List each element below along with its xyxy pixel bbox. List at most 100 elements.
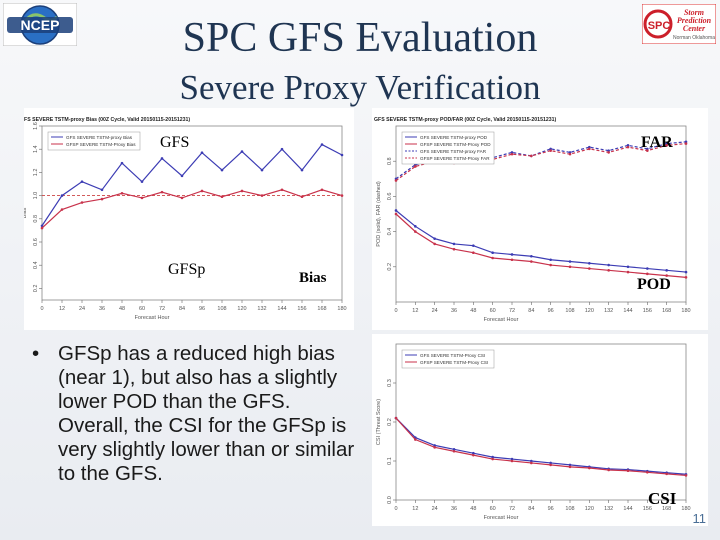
data-point bbox=[180, 174, 184, 178]
data-point bbox=[549, 149, 552, 152]
data-point bbox=[510, 459, 514, 463]
data-point bbox=[646, 267, 649, 270]
spc-logo-line-3: Center bbox=[683, 24, 706, 33]
y-tick-label: 0.1 bbox=[387, 457, 393, 465]
x-tick-label: 108 bbox=[565, 506, 574, 512]
bias-label: Bias bbox=[299, 270, 327, 286]
data-point bbox=[684, 474, 688, 477]
data-point bbox=[646, 471, 649, 474]
data-point bbox=[472, 451, 475, 455]
data-point bbox=[607, 263, 610, 267]
x-tick-label: 120 bbox=[585, 506, 594, 512]
x-tick-label: 168 bbox=[662, 506, 671, 512]
spc-logo-letters: SPC bbox=[648, 20, 671, 32]
summary-bullet-text: GFSp has a reduced high bias (near 1), b… bbox=[58, 342, 355, 485]
data-point bbox=[626, 270, 630, 274]
data-point bbox=[472, 453, 475, 457]
data-point bbox=[452, 449, 456, 453]
data-point bbox=[394, 416, 398, 420]
data-point bbox=[300, 195, 304, 199]
x-tick-label: 180 bbox=[681, 308, 690, 314]
data-point bbox=[665, 472, 668, 476]
data-point bbox=[60, 194, 64, 197]
data-point bbox=[510, 258, 514, 262]
data-point bbox=[414, 438, 417, 441]
legend-entry: GFSP SEVERE TSTM-Proxy CSI bbox=[420, 360, 488, 365]
x-tick-label: 72 bbox=[159, 306, 165, 312]
x-tick-label: 12 bbox=[412, 506, 418, 512]
data-point bbox=[549, 463, 552, 467]
series-line-2 bbox=[41, 189, 343, 229]
data-point bbox=[260, 194, 264, 197]
data-point bbox=[549, 258, 552, 262]
series-line-1 bbox=[395, 210, 687, 273]
plot-frame bbox=[41, 125, 343, 301]
data-point bbox=[394, 179, 398, 182]
data-point bbox=[220, 195, 224, 199]
chart-title: GFS SEVERE TSTM-proxy POD/FAR (00Z Cycle… bbox=[374, 117, 556, 123]
slide-subtitle: Severe Proxy Verification bbox=[179, 68, 541, 107]
x-tick-label: 36 bbox=[451, 308, 457, 314]
x-tick-label: 72 bbox=[509, 506, 515, 512]
ncep-logo-graphic: NCEP bbox=[2, 2, 78, 47]
data-point bbox=[530, 254, 533, 258]
data-point bbox=[300, 168, 304, 172]
data-point bbox=[626, 469, 630, 473]
data-point bbox=[40, 224, 44, 228]
data-point bbox=[530, 154, 533, 158]
data-point bbox=[588, 261, 591, 265]
x-tick-label: 156 bbox=[643, 506, 652, 512]
data-point bbox=[80, 201, 84, 204]
x-tick-label: 156 bbox=[297, 306, 306, 312]
data-point bbox=[626, 145, 630, 149]
data-point bbox=[588, 267, 591, 270]
legend-entry: GFS SEVERE TSTM-proxy FAR bbox=[420, 149, 487, 154]
data-point bbox=[684, 270, 688, 274]
pod-far-chart: GFS SEVERE TSTM-proxy POD/FAR (00Z Cycle… bbox=[374, 117, 691, 323]
data-point bbox=[568, 265, 572, 269]
data-point bbox=[100, 188, 104, 192]
x-tick-label: 0 bbox=[394, 506, 397, 512]
data-point bbox=[80, 180, 84, 183]
x-tick-label: 12 bbox=[412, 308, 418, 314]
data-point bbox=[684, 276, 688, 279]
series-line-4 bbox=[395, 143, 687, 182]
y-tick-label: 0.6 bbox=[33, 238, 39, 246]
data-point bbox=[530, 459, 533, 463]
x-tick-label: 132 bbox=[257, 306, 266, 312]
legend-box bbox=[401, 349, 495, 369]
series-line-2 bbox=[395, 213, 687, 278]
x-tick-label: 144 bbox=[277, 306, 286, 312]
csi-chart-panel: 0.0 0.1 0.2 0.3 0 12 24 36 48 60 72 84 96 108 120 132 14… bbox=[372, 334, 708, 526]
data-point bbox=[320, 188, 324, 192]
data-point bbox=[607, 468, 610, 472]
x-tick-label: 24 bbox=[432, 506, 438, 512]
y-tick-label: 0.2 bbox=[387, 418, 393, 426]
data-point bbox=[646, 149, 649, 152]
pod-label: POD bbox=[637, 276, 671, 293]
chart-title: GFS SEVERE TSTM-proxy Bias (00Z Cycle, V… bbox=[24, 117, 190, 123]
y-tick-label: 0.3 bbox=[387, 379, 393, 387]
data-point bbox=[665, 144, 668, 147]
x-tick-label: 96 bbox=[548, 308, 554, 314]
data-point bbox=[160, 190, 164, 194]
x-axis-label: Forecast Hour bbox=[135, 315, 170, 321]
data-point bbox=[665, 274, 668, 277]
data-point bbox=[433, 444, 436, 447]
y-tick-label: 1.2 bbox=[33, 169, 39, 177]
data-point bbox=[510, 152, 514, 156]
x-tick-label: 24 bbox=[432, 308, 438, 314]
legend-entry: GFSP SEVERE TSTM-Proxy FAR bbox=[420, 156, 490, 161]
data-point bbox=[340, 194, 344, 197]
x-tick-label: 144 bbox=[623, 506, 632, 512]
x-tick-label: 108 bbox=[217, 306, 226, 312]
data-point bbox=[414, 230, 417, 233]
y-axis-label: POD (solid), FAR (dashed) bbox=[376, 181, 382, 247]
y-axis-label: Bias bbox=[24, 207, 28, 218]
csi-chart: 0.0 0.1 0.2 0.3 0 12 24 36 48 60 72 84 96 108 120 132 14… bbox=[376, 343, 691, 521]
data-point bbox=[140, 196, 144, 200]
y-tick-label: 0.8 bbox=[387, 157, 393, 165]
spc-logo-line-1: Storm bbox=[684, 8, 704, 17]
slide-number: 11 bbox=[692, 511, 707, 526]
x-tick-label: 24 bbox=[79, 306, 85, 312]
